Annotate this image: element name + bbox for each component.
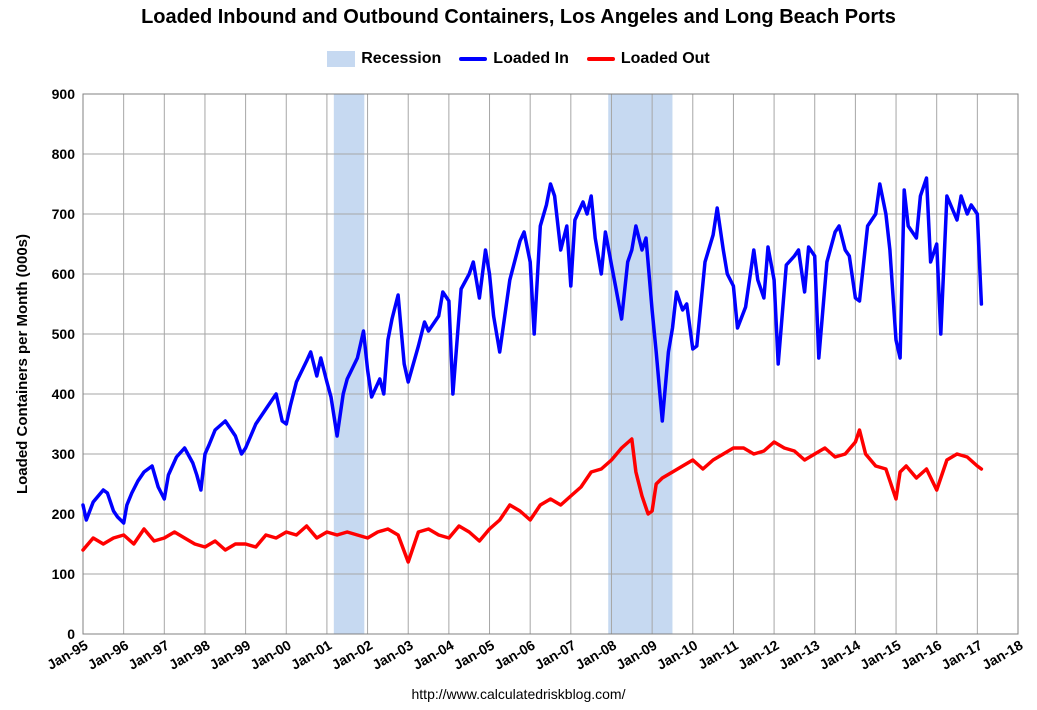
x-tick-label: Jan-13 xyxy=(776,637,823,673)
y-tick-label: 100 xyxy=(52,566,76,582)
x-tick-label: Jan-00 xyxy=(247,637,294,673)
legend-item-loaded-out: Loaded Out xyxy=(586,50,710,68)
y-axis-title: Loaded Containers per Month (000s) xyxy=(14,234,31,494)
x-tick-label: Jan-17 xyxy=(938,637,985,673)
x-tick-label: Jan-96 xyxy=(85,637,132,673)
x-tick-label: Jan-01 xyxy=(288,637,335,673)
x-tick-label: Jan-98 xyxy=(166,637,213,673)
y-tick-label: 600 xyxy=(52,266,76,282)
legend-item-loaded-in: Loaded In xyxy=(459,50,569,68)
x-tick-label: Jan-12 xyxy=(735,637,782,673)
series-line-loaded-in xyxy=(81,176,984,525)
legend-swatch-recession xyxy=(327,51,356,67)
x-tick-label: Jan-06 xyxy=(491,637,538,673)
x-tick-label: Jan-05 xyxy=(451,637,498,673)
y-tick-label: 200 xyxy=(52,506,76,522)
x-tick-label: Jan-09 xyxy=(613,637,660,673)
x-tick-label: Jan-95 xyxy=(44,637,91,673)
y-tick-label: 400 xyxy=(52,386,76,402)
x-tick-label: Jan-14 xyxy=(816,637,863,673)
x-tick-label: Jan-97 xyxy=(125,637,172,673)
y-tick-label: 900 xyxy=(52,86,76,102)
x-tick-label: Jan-15 xyxy=(857,637,904,673)
chart-title: Loaded Inbound and Outbound Containers, … xyxy=(141,6,896,28)
x-tick-label: Jan-04 xyxy=(410,637,457,673)
y-tick-label: 700 xyxy=(52,206,76,222)
legend-item-recession: Recession xyxy=(327,50,441,68)
y-tick-label: 800 xyxy=(52,146,76,162)
source-url: http://www.calculatedriskblog.com/ xyxy=(411,686,626,702)
x-tick-label: Jan-11 xyxy=(695,637,741,673)
y-tick-label: 0 xyxy=(67,626,75,642)
recession-band xyxy=(333,94,365,634)
series-line-loaded-out xyxy=(81,428,984,564)
legend-swatch-loaded-out xyxy=(586,57,615,61)
x-tick-label: Jan-10 xyxy=(654,637,701,673)
y-tick-label: 500 xyxy=(52,326,76,342)
x-tick-label: Jan-18 xyxy=(979,637,1026,673)
x-tick-label: Jan-03 xyxy=(369,637,416,673)
legend-label-loaded-in: Loaded In xyxy=(493,50,569,67)
x-tick-label: Jan-99 xyxy=(207,637,254,673)
legend: Recession Loaded In Loaded Out xyxy=(0,50,1037,68)
legend-swatch-loaded-in xyxy=(459,57,488,61)
legend-label-recession: Recession xyxy=(361,50,442,67)
x-tick-label: Jan-08 xyxy=(573,637,620,673)
legend-label-loaded-out: Loaded Out xyxy=(620,50,710,67)
x-tick-label: Jan-02 xyxy=(329,637,376,673)
recession-band xyxy=(608,94,673,634)
plot-frame xyxy=(82,93,1019,635)
x-tick-label: Jan-16 xyxy=(898,637,945,673)
y-tick-label: 300 xyxy=(52,446,76,462)
x-tick-label: Jan-07 xyxy=(532,637,579,673)
